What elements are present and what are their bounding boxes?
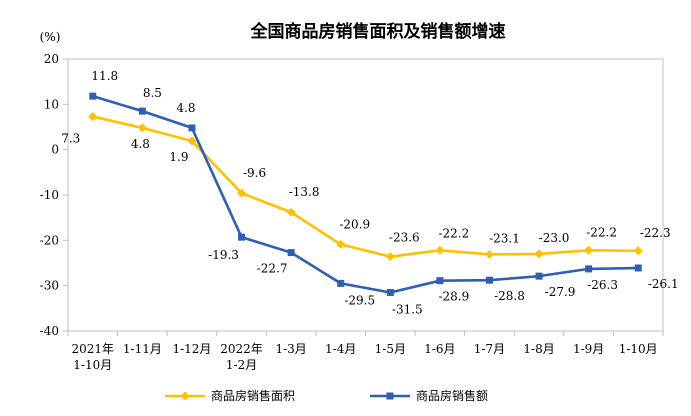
- data-point: [385, 252, 395, 262]
- data-label: -22.3: [640, 226, 671, 240]
- x-tick-label: 1-7月: [474, 342, 505, 356]
- data-point: [336, 239, 346, 249]
- data-label: -22.2: [438, 226, 469, 240]
- legend-label: 商品房销售面积: [211, 388, 295, 403]
- data-label: -13.8: [289, 185, 320, 199]
- data-point: [137, 123, 147, 133]
- legend-item: 商品房销售额: [370, 388, 488, 403]
- data-point: [286, 207, 296, 217]
- x-tick-label: 1-6月: [424, 342, 455, 356]
- series-0: 7.3 4.8 1.9 -9.6 -13.8 -20.9 -23.6 -22.2 -23.1 -2…: [61, 112, 671, 262]
- legend-item: 商品房销售面积: [165, 388, 295, 403]
- data-point: [337, 279, 345, 287]
- x-tick-label: 2022年: [220, 342, 263, 356]
- data-point: [585, 265, 593, 273]
- x-axis: 2021年 1-10月 1-11月 1-12月 2022年 1-2月 1-3月 1-4月 1-5…: [67, 331, 664, 372]
- data-point: [138, 107, 146, 115]
- data-point: [584, 245, 594, 255]
- data-point: [238, 233, 246, 241]
- x-tick-label: 1-9月: [573, 342, 604, 356]
- series-1: 11.8 8.5 4.8 -19.3 -22.7 -29.5 -31.5 -28.9 -28.8…: [89, 69, 679, 316]
- x-tick-label: 1-5月: [375, 342, 406, 356]
- data-label: -29.5: [344, 293, 375, 307]
- x-tick-label: 2021年: [72, 342, 115, 356]
- data-point: [436, 277, 444, 285]
- data-label: -26.1: [648, 277, 679, 291]
- y-axis: 20 10 0 -10 -20 -30 -40: [40, 52, 68, 338]
- data-label: -23.0: [539, 231, 570, 245]
- x-tick-label: 1-2月: [226, 358, 257, 372]
- legend: 商品房销售面积 商品房销售额: [165, 388, 488, 403]
- data-point: [484, 249, 494, 259]
- data-label: -20.9: [339, 217, 370, 231]
- y-tick-label: -10: [40, 188, 59, 202]
- data-point: [386, 288, 394, 296]
- x-tick-label: 1-10月: [73, 358, 112, 372]
- x-tick-label: 1-3月: [275, 342, 306, 356]
- legend-marker: [180, 391, 190, 401]
- data-label: -28.8: [494, 289, 525, 303]
- y-tick-label: -20: [40, 233, 59, 247]
- data-label: -23.6: [389, 231, 420, 245]
- y-tick-label: 0: [51, 143, 59, 157]
- data-label: -26.3: [587, 278, 618, 292]
- data-label: -22.7: [257, 262, 288, 276]
- x-tick-label: 1-12月: [172, 342, 211, 356]
- data-label: 8.5: [143, 86, 162, 100]
- legend-marker: [386, 392, 394, 400]
- x-tick-label: 1-8月: [523, 342, 554, 356]
- data-label: 4.8: [176, 101, 195, 115]
- data-point: [188, 124, 196, 132]
- data-point: [485, 276, 493, 284]
- data-label: -27.9: [545, 285, 576, 299]
- data-label: -23.1: [489, 231, 520, 245]
- x-tick-label: 1-11月: [123, 342, 162, 356]
- legend-label: 商品房销售额: [416, 388, 488, 403]
- series-line: [92, 94, 639, 294]
- data-point: [633, 246, 643, 256]
- data-label: -9.6: [243, 166, 266, 180]
- data-point: [89, 92, 97, 100]
- data-label: -19.3: [208, 248, 239, 262]
- y-tick-label: -30: [40, 279, 59, 293]
- y-tick-label: -40: [40, 324, 59, 338]
- data-point: [88, 112, 98, 122]
- data-label: 11.8: [91, 69, 118, 83]
- data-point: [634, 264, 642, 272]
- x-tick-label: 1-10月: [619, 342, 658, 356]
- data-point: [287, 249, 295, 257]
- data-label: -22.2: [586, 225, 617, 239]
- series-layer: 7.3 4.8 1.9 -9.6 -13.8 -20.9 -23.6 -22.2 -23.1 -2…: [61, 69, 678, 316]
- data-point: [535, 272, 543, 280]
- data-point: [187, 136, 197, 146]
- data-label: -28.9: [438, 290, 469, 304]
- data-point: [534, 249, 544, 259]
- data-point: [435, 245, 445, 255]
- data-label: -31.5: [392, 302, 423, 316]
- y-tick-label: 20: [44, 52, 59, 66]
- chart-title: 全国商品房销售面积及销售额增速: [250, 21, 506, 42]
- data-label: 4.8: [131, 137, 150, 151]
- data-point: [237, 188, 247, 198]
- x-tick-label: 1-4月: [325, 342, 356, 356]
- y-axis-unit: (%): [40, 30, 61, 44]
- series-line: [92, 115, 639, 258]
- y-tick-label: 10: [44, 97, 59, 111]
- data-label: 7.3: [61, 132, 80, 146]
- data-label: 1.9: [169, 150, 188, 164]
